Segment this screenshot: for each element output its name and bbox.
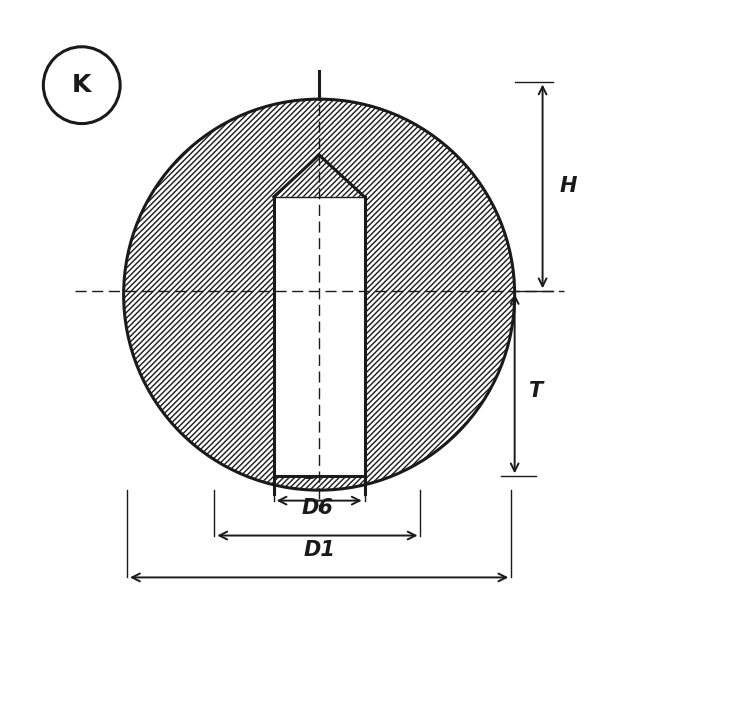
Text: H7: H7 [333, 463, 354, 477]
Text: H: H [560, 177, 578, 196]
Text: D1: D1 [303, 540, 335, 560]
Circle shape [124, 99, 514, 490]
Text: K: K [72, 73, 92, 97]
Text: D6: D6 [302, 498, 333, 518]
Text: $D$: $D$ [304, 463, 321, 483]
Text: T: T [529, 381, 543, 401]
Bar [274, 197, 364, 476]
